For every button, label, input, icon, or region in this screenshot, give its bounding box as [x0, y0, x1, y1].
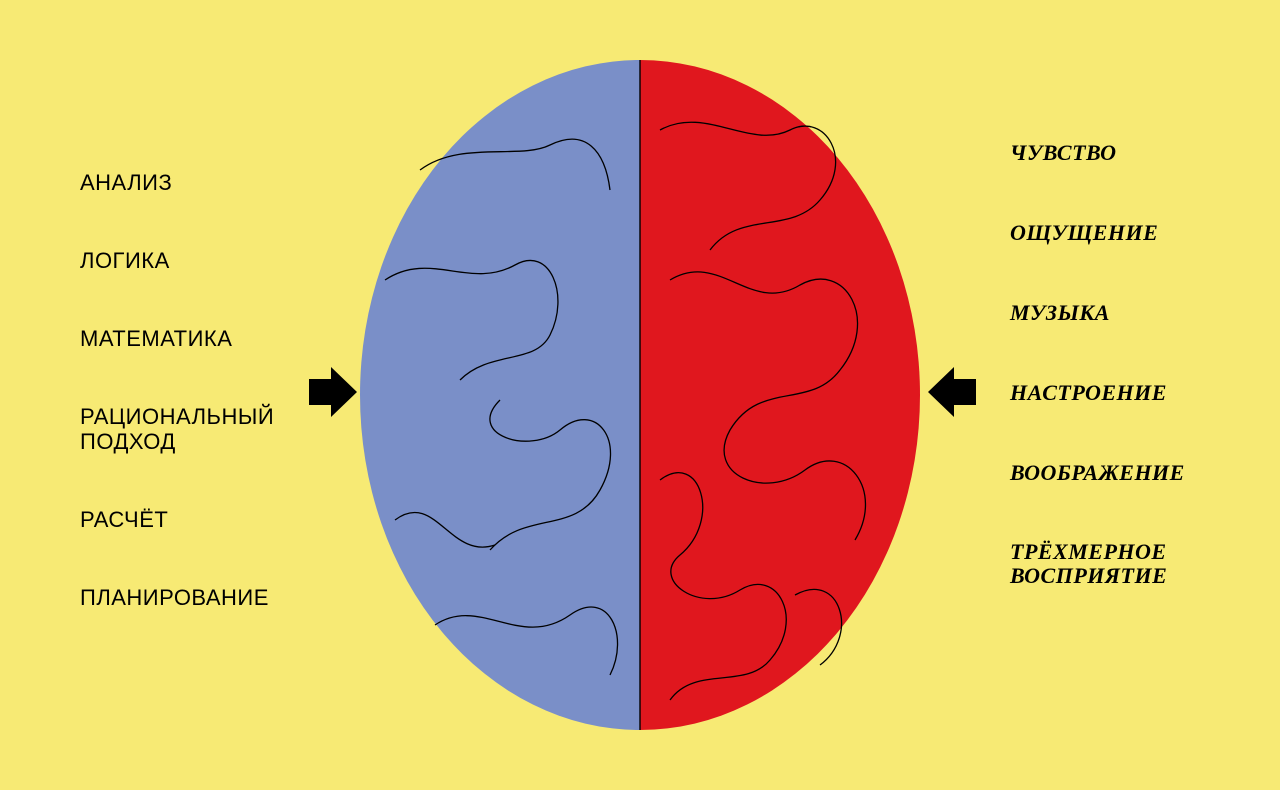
right-label: ТРЁХМЕРНОЕ ВОСПРИЯТИЕ: [1010, 540, 1220, 588]
arrow-right-icon: [928, 367, 976, 417]
brain-illustration: [350, 50, 930, 740]
left-label: АНАЛИЗ: [80, 170, 310, 196]
left-label: ПЛАНИРОВАНИЕ: [80, 585, 310, 611]
right-label: ЧУВСТВО: [1010, 140, 1220, 166]
left-label: РАЦИОНАЛЬНЫЙ ПОДХОД: [80, 404, 310, 455]
left-label: РАСЧЁТ: [80, 507, 310, 533]
left-label: МАТЕМАТИКА: [80, 326, 310, 352]
left-label-list: АНАЛИЗ ЛОГИКА МАТЕМАТИКА РАЦИОНАЛЬНЫЙ ПО…: [80, 170, 310, 611]
right-label: ОЩУЩЕНИЕ: [1010, 220, 1220, 246]
right-label-list: ЧУВСТВО ОЩУЩЕНИЕ МУЗЫКА НАСТРОЕНИЕ ВООБР…: [1010, 140, 1220, 588]
right-label: МУЗЫКА: [1010, 300, 1220, 326]
right-label: НАСТРОЕНИЕ: [1010, 380, 1220, 406]
infographic-canvas: АНАЛИЗ ЛОГИКА МАТЕМАТИКА РАЦИОНАЛЬНЫЙ ПО…: [0, 0, 1280, 790]
left-label: ЛОГИКА: [80, 248, 310, 274]
right-label: ВООБРАЖЕНИЕ: [1010, 460, 1220, 486]
arrow-left-icon: [309, 367, 357, 417]
